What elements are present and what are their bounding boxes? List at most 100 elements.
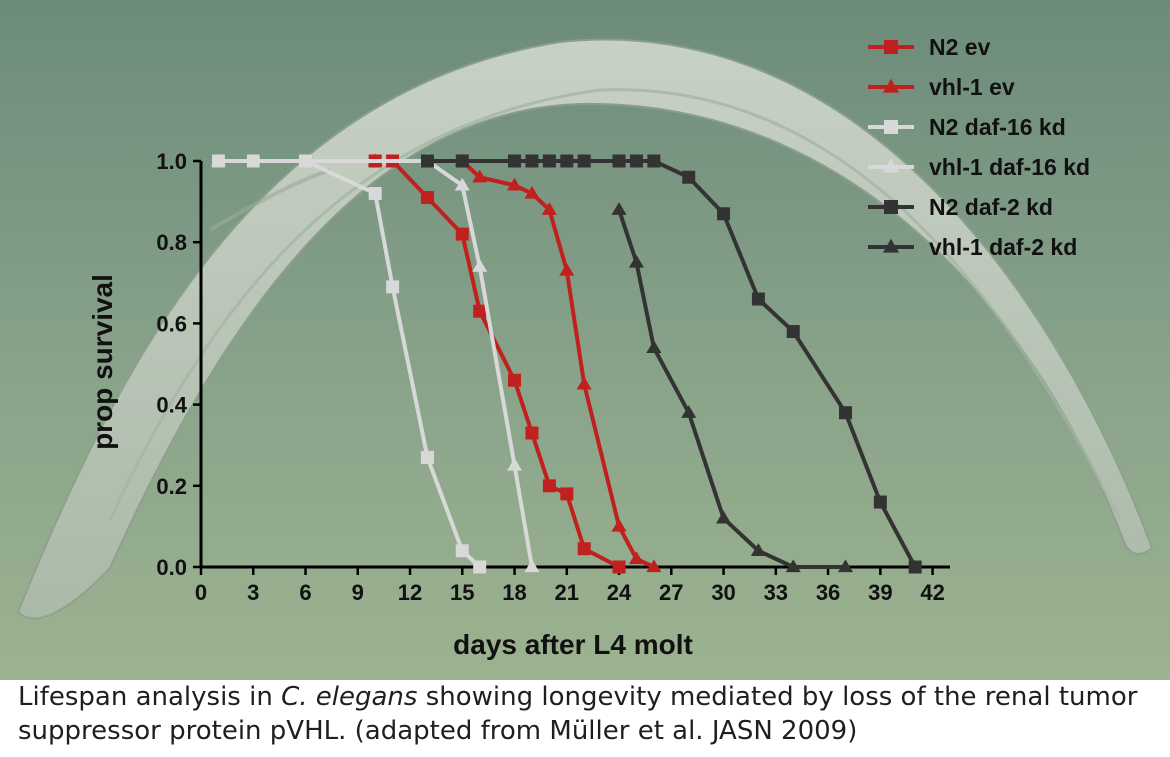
worm-image [16,38,1154,620]
survival-chart: 0 3 6 9 12 15 18 21 24 27 30 33 36 39 420.00.20.40.60.… [0,0,1170,680]
legend-marker [882,158,900,173]
data-point [210,153,226,167]
y-tick-label: 0.6 [156,311,187,336]
data-point [751,292,765,306]
data-point [576,376,592,390]
data-point [386,280,400,294]
data-point [611,202,627,215]
legend-item: N2 daf-2 kd [868,194,1053,220]
data-point [646,559,662,573]
y-tick-label: 0.0 [156,555,187,580]
x-tick-label: 15 [450,580,474,605]
data-point [559,262,575,276]
x-tick-label: 36 [816,580,840,605]
plot-panel: 0 3 6 9 12 15 18 21 24 27 30 33 36 39 42 0.0 0.2 0.4 0.6 0.… [0,0,1170,680]
data-point [786,325,800,339]
data-point [628,551,645,565]
legend-marker [882,238,900,253]
data-point [560,487,574,501]
x-tick-label: 39 [868,580,892,605]
data-point [473,560,487,574]
legend-label: N2 daf-2 kd [929,194,1053,220]
legend-label: vhl-1 ev [929,74,1015,100]
data-point [716,510,732,524]
y-tick-label: 0.2 [156,474,187,499]
data-point [785,559,801,573]
series-vhl-1-daf-2-kd [611,202,854,573]
figure-caption: Lifespan analysis in C. elegans showing … [18,680,1158,748]
legend: N2 ev vhl-1 ev N2 daf-16 kd vhl-1 daf-16 kd… [868,34,1090,260]
data-point [646,340,662,353]
legend-item: vhl-1 daf-16 kd [868,154,1090,180]
series-N2-daf-2-kd [420,154,922,574]
data-point [612,154,626,168]
x-tick-label: 3 [247,580,259,605]
data-point [525,154,539,168]
axes: 0 3 6 9 12 15 18 21 24 27 30 33 36 39 420.00.20.40.60.… [156,149,950,605]
legend-item: vhl-1 ev [868,74,1015,100]
data-point [524,559,540,573]
data-point [473,304,487,318]
x-tick-label: 12 [398,580,422,605]
y-tick-label: 1.0 [156,149,187,174]
data-point [612,560,626,574]
x-tick-label: 0 [195,580,207,605]
data-point [455,544,469,558]
data-point [542,154,556,168]
data-point [542,479,556,493]
legend-label: vhl-1 daf-2 kd [929,234,1077,260]
legend-label: vhl-1 daf-16 kd [929,154,1090,180]
legend-marker [884,200,898,214]
data-point [838,406,852,420]
data-point [508,373,522,387]
data-point [577,154,591,168]
data-point [577,542,591,556]
data-point [420,191,434,205]
x-tick-label: 27 [659,580,683,605]
caption-species: C. elegans [281,682,418,712]
series-line [617,209,846,569]
series-layer [210,153,922,574]
caption-part1: Lifespan analysis in [18,682,282,712]
x-axis-label: days after L4 molt [453,629,693,660]
data-point [472,169,488,183]
legend-label: N2 daf-16 kd [929,114,1066,140]
data-point [525,426,539,440]
series-line [218,159,534,568]
data-point [611,518,627,532]
data-point [717,207,731,221]
data-point [454,177,470,191]
data-point [368,186,382,200]
caption-part2: showing longevity mediated by loss of th… [18,682,1138,746]
data-point [524,185,540,199]
x-tick-label: 6 [299,580,311,605]
x-tick-label: 42 [920,580,944,605]
legend-item: vhl-1 daf-2 kd [868,234,1077,260]
x-tick-label: 30 [711,580,735,605]
data-point [681,405,697,418]
data-point [455,154,469,168]
data-point [506,177,523,191]
x-tick-label: 9 [352,580,364,605]
legend-marker [884,120,898,134]
x-tick-label: 24 [607,580,632,605]
data-point [682,170,696,184]
data-point [541,202,557,215]
y-tick-label: 0.4 [156,393,187,418]
data-point [629,154,643,168]
data-point [420,450,434,464]
legend-label: N2 ev [929,34,991,60]
data-point [420,154,434,168]
x-tick-label: 18 [502,580,526,605]
data-point [837,559,854,573]
legend-item: N2 daf-16 kd [868,114,1066,140]
data-point [472,258,488,272]
data-point [647,154,661,168]
legend-marker [884,40,898,54]
data-point [508,154,522,168]
legend-item: N2 ev [868,34,991,60]
data-point [455,227,469,241]
x-tick-label: 21 [555,580,579,605]
legend-marker [882,78,900,93]
